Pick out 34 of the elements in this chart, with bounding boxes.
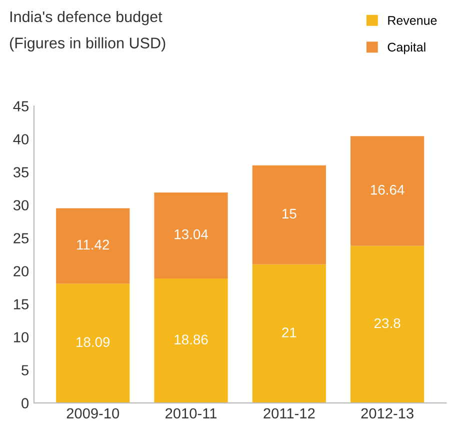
bar [154,192,228,278]
y-tick-label: 40 [13,134,29,144]
chart-subtitle: (Figures in billion USD) [10,37,166,52]
y-tick-label: 20 [14,266,29,276]
y-tick-label: 5 [22,365,29,376]
data-label: 16.64 [371,184,404,195]
bar [252,165,326,264]
y-tick-label: 10 [14,332,29,342]
x-tick-label: 2009-10 [66,408,120,419]
bar [350,136,424,246]
bar [56,208,130,284]
chart-title: India's defence budget [10,10,162,26]
y-tick-label: 30 [13,200,29,210]
bar [154,278,228,403]
x-tick-label: 2010-11 [166,408,217,419]
data-label: 23.8 [374,318,400,328]
bar [350,246,424,403]
data-label: 15 [282,208,296,219]
data-label: 18.09 [76,337,110,347]
data-label: 18.86 [174,334,208,344]
bar [56,284,130,403]
y-tick-label: 45 [13,101,29,112]
y-tick-label: 35 [13,167,29,178]
x-tick-label: 2012-13 [361,408,414,419]
legend-label: Revenue [388,16,437,25]
bar [252,264,326,403]
legend-label: Capital [388,42,426,54]
y-tick-label: 25 [14,233,29,244]
y-tick-label: 0 [22,398,29,408]
data-label: 13.04 [174,229,208,240]
data-label: 21 [282,328,296,338]
x-tick-label: 2011-12 [264,408,315,419]
y-tick-label: 15 [14,299,29,310]
data-label: 11.42 [77,240,110,250]
